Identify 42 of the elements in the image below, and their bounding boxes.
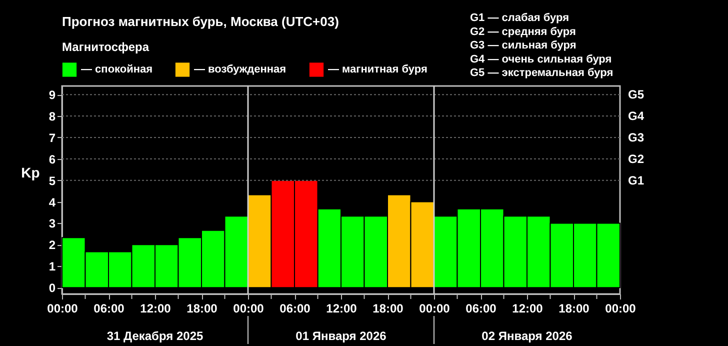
- y-tick-label: 4: [48, 195, 56, 210]
- text: 02 Января 2026: [482, 329, 573, 343]
- y-tick-label: 9: [48, 88, 56, 102]
- x-tick-label: 12:00: [326, 302, 358, 316]
- y-tick-label: 1: [48, 260, 56, 274]
- x-tick-label: 00:00: [419, 302, 450, 316]
- x-tick-label: 18:00: [186, 302, 218, 316]
- x-tick-label: 00:00: [605, 302, 636, 316]
- chart-title: Прогноз магнитных бурь, Москва (UTC+03): [62, 14, 339, 29]
- x-tick-label: 06:00: [280, 302, 311, 316]
- ref-line-label: G3: [628, 130, 644, 144]
- y-tick-label: 5: [48, 174, 56, 188]
- text: 31 Декабря 2025: [106, 329, 204, 343]
- y-tick-label: 3: [48, 216, 56, 231]
- y-axis-title: Kp: [21, 164, 40, 180]
- x-tick-label: 12:00: [140, 302, 172, 316]
- x-tick-label: 06:00: [94, 302, 125, 316]
- text: G3 — сильная буря: [470, 40, 576, 52]
- x-tick-label: 18:00: [558, 302, 590, 316]
- x-tick-label: 00:00: [233, 302, 264, 316]
- text: G4 — очень сильная буря: [470, 53, 612, 66]
- y-tick-label: 6: [48, 152, 56, 166]
- ref-line-label: G2: [628, 152, 644, 166]
- text: G2 — средняя буря: [470, 26, 576, 38]
- x-tick-label: 06:00: [466, 302, 497, 316]
- y-tick-label: 7: [48, 130, 56, 145]
- legend-label: — магнитная буря: [328, 64, 428, 76]
- x-tick-label: 18:00: [372, 302, 404, 316]
- ref-line-label: G1: [628, 173, 644, 188]
- text: 01 Января 2026: [296, 329, 387, 343]
- ref-line-label: G5: [628, 88, 644, 102]
- legend-title: Магнитосфера: [62, 40, 150, 54]
- y-tick-label: 8: [48, 110, 56, 124]
- text: G5 — экстремальная буря: [470, 67, 614, 80]
- x-tick-label: 12:00: [512, 302, 544, 316]
- x-tick-label: 00:00: [47, 302, 78, 316]
- legend-label: — спокойная: [81, 64, 153, 76]
- text: G1 — слабая буря: [470, 12, 570, 24]
- y-tick-label: 2: [48, 238, 56, 252]
- ref-line-label: G4: [628, 109, 644, 124]
- legend-label: — возбужденная: [194, 64, 286, 76]
- y-tick-label: 0: [48, 281, 56, 296]
